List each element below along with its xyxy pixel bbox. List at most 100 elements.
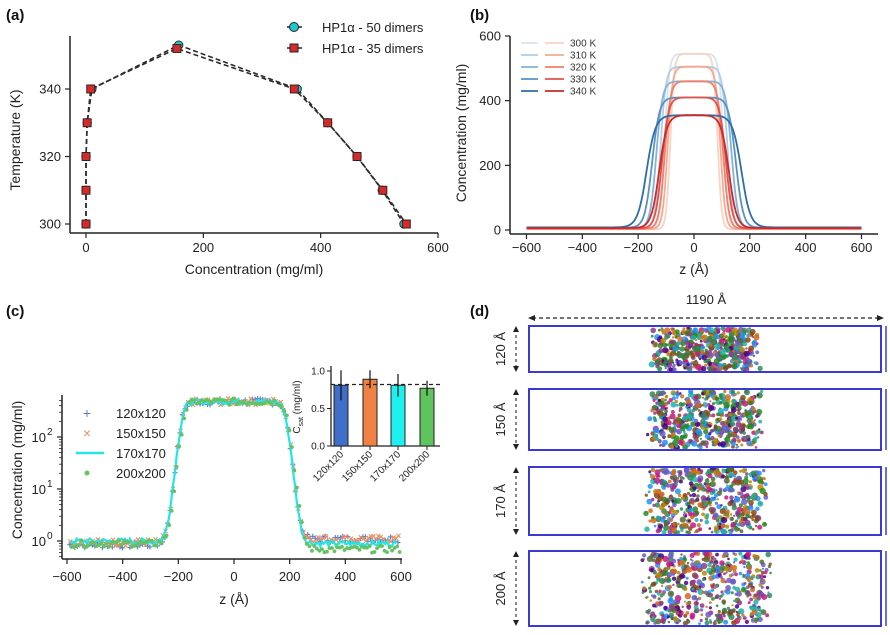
box-height-label: 170 Å — [493, 484, 508, 518]
protein-bead — [741, 613, 745, 617]
protein-bead — [691, 440, 698, 447]
protein-bead — [671, 336, 675, 339]
y-tick-label: 0 — [494, 223, 501, 238]
data-point-200x200 — [77, 542, 81, 547]
protein-bead — [754, 617, 760, 622]
protein-bead — [726, 606, 731, 610]
protein-bead — [701, 557, 705, 562]
protein-bead — [733, 496, 741, 503]
protein-bead — [709, 621, 713, 624]
protein-bead — [745, 551, 752, 557]
protein-bead — [757, 524, 763, 530]
panel-b-series — [526, 52, 862, 231]
box-height-label: 200 Å — [493, 571, 508, 605]
protein-bead — [655, 601, 660, 606]
protein-bead — [746, 328, 749, 331]
protein-bead — [669, 518, 674, 522]
data-point-120x120 — [337, 535, 343, 541]
data-point-150x150 — [343, 534, 349, 539]
protein-bead — [661, 613, 665, 617]
protein-bead — [644, 526, 650, 532]
data-point-200x200 — [269, 402, 274, 407]
protein-bead — [755, 575, 760, 580]
protein-bead — [747, 601, 751, 605]
protein-bead — [734, 341, 740, 347]
protein-bead — [749, 328, 756, 335]
protein-bead — [747, 505, 754, 511]
protein-bead — [647, 416, 653, 422]
protein-bead — [695, 601, 699, 605]
protein-bead — [660, 592, 664, 595]
data-point-200x200 — [174, 464, 179, 469]
protein-bead — [670, 327, 673, 330]
protein-bead — [714, 363, 719, 367]
x-tick-label: 200 — [739, 240, 761, 255]
protein-bead — [640, 580, 644, 584]
protein-bead — [725, 509, 730, 514]
arrow-down-icon — [513, 620, 519, 626]
protein-bead — [658, 329, 661, 332]
protein-bead — [708, 437, 712, 441]
protein-bead — [683, 353, 689, 359]
protein-bead — [757, 412, 760, 415]
protein-bead — [666, 363, 669, 366]
data-point-150x150 — [373, 537, 379, 543]
protein-bead — [753, 479, 757, 482]
simulation-box-1 — [528, 325, 882, 373]
protein-bead — [683, 580, 689, 586]
data-point-200x200 — [272, 398, 277, 403]
protein-bead — [692, 434, 697, 439]
protein-bead — [710, 588, 715, 592]
data-point-150x150 — [123, 543, 128, 548]
legend-circle-marker — [289, 22, 299, 32]
protein-bead — [752, 554, 757, 558]
protein-bead — [655, 437, 660, 441]
data-point-200x200 — [375, 546, 379, 551]
protein-bead — [665, 483, 671, 488]
protein-bead — [734, 604, 740, 609]
protein-bead — [667, 521, 671, 525]
protein-condensate-render — [643, 465, 769, 535]
x-tick-label: −200 — [624, 240, 653, 255]
protein-bead — [683, 613, 688, 618]
protein-bead — [666, 561, 673, 567]
protein-bead — [654, 561, 658, 564]
protein-bead — [671, 396, 677, 401]
protein-bead — [714, 501, 719, 505]
protein-bead — [720, 420, 725, 426]
protein-bead — [689, 553, 695, 558]
protein-bead — [709, 469, 714, 474]
protein-bead — [714, 561, 717, 565]
protein-bead — [727, 609, 733, 615]
protein-bead — [756, 470, 762, 476]
panel-c-series — [67, 396, 402, 555]
protein-bead — [719, 349, 726, 356]
protein-bead — [652, 477, 656, 481]
protein-bead — [666, 577, 672, 583]
data-point-200x200 — [279, 404, 284, 409]
protein-bead — [743, 366, 750, 373]
protein-bead — [729, 516, 734, 522]
protein-bead — [719, 594, 723, 598]
protein-bead — [759, 574, 764, 579]
protein-bead — [692, 360, 699, 367]
protein-bead — [711, 488, 716, 493]
protein-bead — [733, 344, 740, 351]
protein-bead — [723, 477, 730, 484]
data-point-35-dimers — [81, 219, 91, 229]
protein-bead — [696, 478, 702, 483]
y-tick-label: 600 — [479, 29, 501, 44]
protein-bead — [705, 592, 711, 598]
protein-bead — [646, 432, 650, 437]
protein-bead — [729, 495, 734, 501]
protein-bead — [748, 480, 753, 484]
protein-bead — [740, 443, 744, 447]
protein-bead — [720, 528, 728, 535]
protein-bead — [687, 491, 690, 495]
protein-bead — [696, 597, 699, 601]
protein-bead — [679, 559, 686, 566]
data-point-150x150 — [396, 533, 401, 539]
protein-bead — [728, 486, 734, 493]
protein-bead — [757, 500, 764, 507]
protein-bead — [682, 444, 688, 451]
